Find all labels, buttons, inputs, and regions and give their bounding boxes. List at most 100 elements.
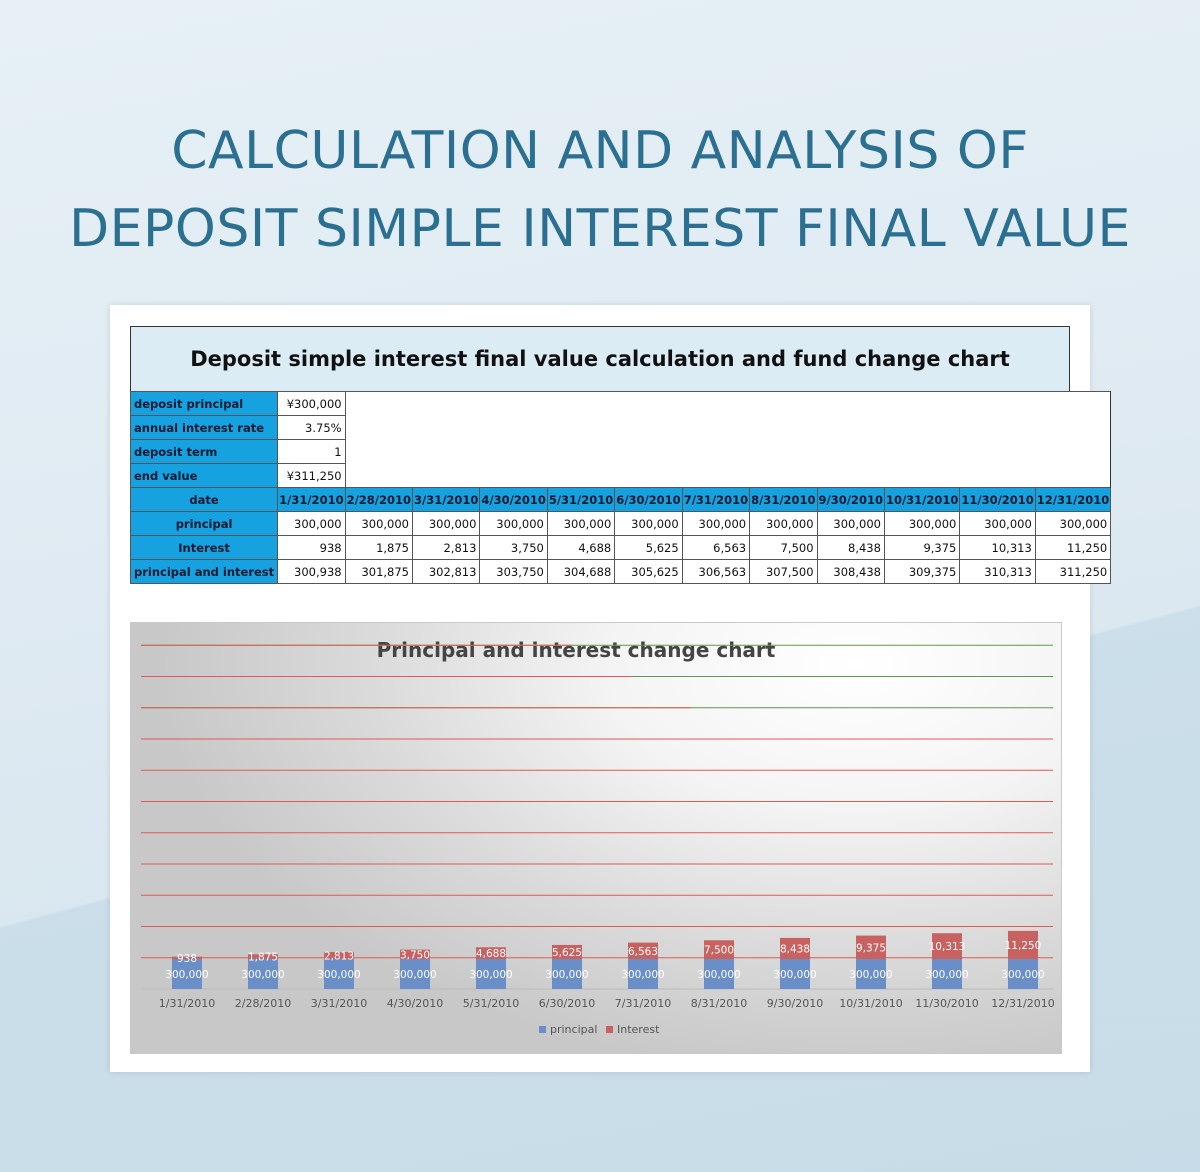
x-tick-label: 9/30/2010: [767, 997, 823, 1010]
principal-data-label: 300,000: [469, 969, 512, 981]
sheet-title: Deposit simple interest final value calc…: [130, 326, 1070, 392]
value-cell: 10,313: [959, 535, 1036, 560]
interest-data-label: 8,438: [780, 943, 810, 955]
interest-data-label: 2,813: [324, 950, 354, 962]
interest-data-label: 9,375: [856, 942, 886, 954]
param-label: deposit term: [129, 439, 279, 464]
legend-swatch-principal: [539, 1026, 546, 1033]
value-cell: 305,625: [614, 559, 683, 584]
value-cell: 302,813: [411, 559, 481, 584]
value-cell: 300,000: [749, 511, 818, 536]
value-cell: 300,000: [277, 511, 346, 536]
date-cell: 7/31/2010: [681, 487, 751, 512]
x-tick-label: 3/31/2010: [311, 997, 367, 1010]
principal-data-label: 300,000: [849, 969, 892, 981]
param-label: annual interest rate: [129, 415, 279, 440]
x-tick-label: 11/30/2010: [915, 997, 978, 1010]
data-table: deposit principal ¥300,000 annual interest…: [129, 391, 1112, 584]
date-cell: 2/28/2010: [344, 487, 414, 512]
legend-label-interest: Interest: [617, 1023, 660, 1036]
value-cell: 5,625: [614, 535, 683, 560]
value-cell: 7,500: [749, 535, 818, 560]
value-cell: 300,000: [681, 511, 751, 536]
principal-bar: [780, 959, 810, 989]
interest-row: Interest 938 1,875 2,813 3,750 4,688 5,625 6,56…: [129, 535, 1112, 560]
x-tick-label: 10/31/2010: [839, 997, 902, 1010]
principal-bar: [856, 959, 886, 989]
date-cell: 12/31/2010: [1034, 487, 1112, 512]
value-cell: 300,000: [411, 511, 481, 536]
principal-bar: [248, 959, 278, 989]
x-tick-label: 1/31/2010: [159, 997, 215, 1010]
principal-data-label: 300,000: [241, 969, 284, 981]
legend-swatch-interest: [606, 1026, 613, 1033]
param-value: ¥311,250: [277, 463, 346, 488]
x-tick-label: 7/31/2010: [615, 997, 671, 1010]
principal-data-label: 300,000: [697, 969, 740, 981]
param-row: deposit term 1: [129, 439, 1111, 464]
principal-data-label: 300,000: [317, 969, 360, 981]
value-cell: 309,375: [883, 559, 961, 584]
interest-data-label: 4,688: [476, 948, 506, 960]
blank-area: [345, 391, 1112, 488]
param-row: deposit principal ¥300,000: [129, 391, 1112, 488]
principal-data-label: 300,000: [393, 969, 436, 981]
row-label: date: [129, 487, 279, 512]
principal-bar: [400, 959, 430, 989]
value-cell: 303,750: [479, 559, 548, 584]
row-label: principal and interest: [129, 559, 279, 584]
value-cell: 304,688: [546, 559, 616, 584]
value-cell: 300,000: [959, 511, 1036, 536]
interest-data-label: 10,313: [929, 941, 966, 953]
param-value: ¥300,000: [277, 391, 346, 416]
interest-data-label: 938: [177, 953, 197, 965]
date-cell: 4/30/2010: [479, 487, 548, 512]
date-cell: 9/30/2010: [816, 487, 885, 512]
principal-bar: [476, 959, 506, 989]
x-tick-label: 5/31/2010: [463, 997, 519, 1010]
principal-bar: [1008, 959, 1038, 989]
x-tick-label: 2/28/2010: [235, 997, 291, 1010]
interest-bar: [704, 940, 734, 959]
interest-bar: [856, 935, 886, 959]
chart-title: Principal and interest change chart: [377, 638, 776, 662]
principal-data-label: 300,000: [165, 969, 208, 981]
param-label: end value: [129, 463, 279, 488]
date-cell: 11/30/2010: [959, 487, 1036, 512]
value-cell: 300,000: [344, 511, 414, 536]
value-cell: 300,000: [883, 511, 961, 536]
interest-data-label: 6,563: [628, 946, 658, 958]
interest-bar: [476, 947, 506, 959]
interest-bar: [324, 951, 354, 959]
value-cell: 11,250: [1034, 535, 1112, 560]
principal-data-label: 300,000: [621, 969, 664, 981]
total-row: principal and interest 300,938 301,875 302,…: [129, 559, 1112, 584]
date-cell: 3/31/2010: [411, 487, 481, 512]
principal-bar: [932, 959, 962, 989]
value-cell: 9,375: [883, 535, 961, 560]
principal-interest-chart: Principal and interest change chart 300,0…: [130, 622, 1062, 1054]
legend-label-principal: principal: [550, 1023, 597, 1036]
principal-bar: [324, 959, 354, 989]
interest-data-label: 11,250: [1005, 940, 1042, 952]
row-label: Interest: [129, 535, 279, 560]
interest-bar: [628, 942, 658, 959]
interest-data-label: 5,625: [552, 947, 582, 959]
row-label: principal: [129, 511, 279, 536]
interest-bar: [400, 949, 430, 959]
param-value: 1: [277, 439, 346, 464]
value-cell: 1,875: [344, 535, 414, 560]
headline-line-2: DEPOSIT SIMPLE INTEREST FINAL VALUE: [69, 199, 1131, 259]
principal-bar: [704, 959, 734, 989]
principal-data-label: 300,000: [925, 969, 968, 981]
value-cell: 2,813: [411, 535, 481, 560]
spreadsheet-card: Deposit simple interest final value calc…: [110, 305, 1112, 1072]
value-cell: 300,000: [479, 511, 548, 536]
principal-data-label: 300,000: [773, 969, 816, 981]
date-cell: 5/31/2010: [546, 487, 616, 512]
principal-data-label: 300,000: [545, 969, 588, 981]
page-headline: CALCULATION AND ANALYSIS OF DEPOSIT SIMP…: [0, 112, 1200, 268]
value-cell: 301,875: [344, 559, 414, 584]
principal-row: principal 300,000 300,000 300,000 300,000 300…: [129, 511, 1112, 536]
x-tick-label: 8/31/2010: [691, 997, 747, 1010]
